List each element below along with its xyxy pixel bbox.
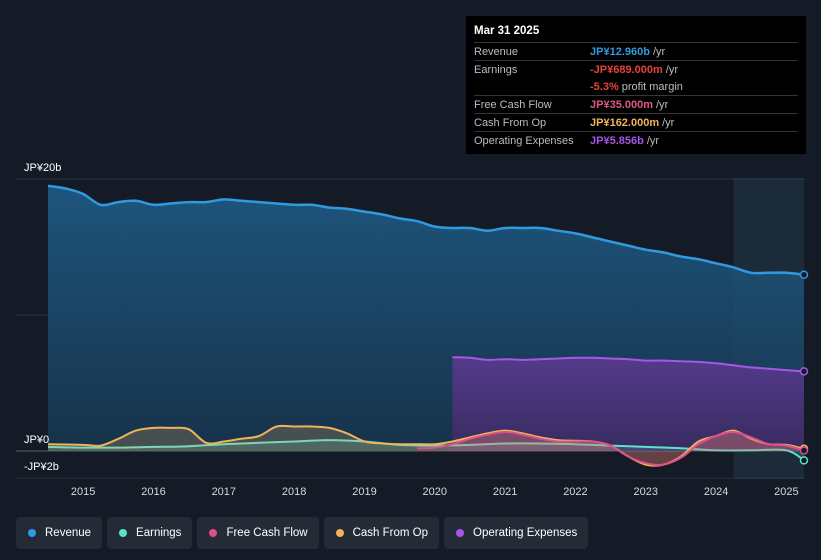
- legend-label: Cash From Op: [352, 527, 429, 539]
- tooltip-row: Operating Expenses JP¥5.856b/yr: [474, 131, 798, 149]
- legend: Revenue Earnings Free Cash Flow Cash From O…: [16, 517, 589, 549]
- tooltip-row-name: Revenue: [474, 45, 519, 58]
- tooltip-row-unit: /yr: [656, 98, 669, 111]
- tooltip-panel: Mar 31 2025 Revenue JP¥12.960b/yr Earnings…: [466, 16, 806, 154]
- x-tick-label: 2025: [774, 486, 798, 498]
- earnings-end-marker: [799, 456, 809, 465]
- tooltip-row-name: Free Cash Flow: [474, 98, 552, 111]
- x-tick-label: 2024: [704, 486, 728, 498]
- tooltip-row-unit: /yr: [662, 116, 675, 129]
- operating-expenses-line: [452, 356, 805, 373]
- legend-dot-icon: [209, 529, 218, 537]
- tooltip-date: Mar 31 2025: [474, 25, 540, 37]
- tooltip-row-value: JP¥12.960b: [590, 45, 650, 58]
- tooltip-row-value: -5.3%: [590, 80, 619, 93]
- y-axis-label-bottom: -JP¥2b: [24, 461, 59, 473]
- tooltip-row-unit: /yr: [646, 134, 660, 147]
- legend-item-free-cash-flow[interactable]: Free Cash Flow: [197, 517, 319, 549]
- y-axis-label-zero: JP¥0: [24, 434, 49, 446]
- x-tick-label: 2023: [634, 486, 658, 498]
- tooltip-row-value: JP¥162.000m: [590, 116, 660, 129]
- x-tick-label: 2022: [563, 486, 587, 498]
- legend-item-revenue[interactable]: Revenue: [16, 517, 103, 549]
- tooltip-row-name: Operating Expenses: [474, 134, 574, 147]
- legend-label: Operating Expenses: [473, 527, 578, 539]
- legend-dot-icon: [335, 529, 344, 537]
- tooltip-row-name: Earnings: [474, 63, 518, 76]
- cash-from-op-area: [48, 425, 804, 466]
- tooltip-row: Free Cash Flow JP¥35.000m/yr: [474, 95, 798, 113]
- tooltip-rows: Revenue JP¥12.960b/yr Earnings -JP¥689.000m…: [474, 42, 798, 149]
- tooltip-row: -5.3% profit margin: [474, 78, 798, 95]
- y-axis-label-top: JP¥20b: [24, 162, 61, 174]
- tooltip-row-value: JP¥5.856b: [590, 134, 644, 147]
- legend-item-earnings[interactable]: Earnings: [107, 517, 193, 549]
- x-tick-label: 2021: [493, 486, 517, 498]
- legend-label: Free Cash Flow: [226, 527, 308, 539]
- x-tick-label: 2018: [282, 486, 306, 498]
- legend-dot-icon: [456, 529, 465, 537]
- earnings-area: [48, 440, 804, 461]
- tooltip-row-unit: /yr: [665, 63, 679, 76]
- legend-item-cash-from-op[interactable]: Cash From Op: [323, 517, 440, 549]
- tooltip-row-value: JP¥35.000m: [590, 98, 653, 111]
- revenue-line: [47, 184, 805, 276]
- operating-expenses-end-marker: [799, 367, 809, 376]
- operating-expenses-area: [452, 357, 804, 451]
- cash-from-op-line: [47, 424, 805, 467]
- x-tick-label: 2015: [71, 486, 95, 498]
- legend-label: Earnings: [136, 527, 182, 539]
- legend-dot-icon: [119, 529, 128, 537]
- tooltip-row: Earnings -JP¥689.000m/yr: [474, 60, 798, 78]
- x-tick-label: 2020: [423, 486, 447, 498]
- tooltip-row-unit: profit margin: [621, 80, 683, 93]
- legend-item-operating-expenses[interactable]: Operating Expenses: [444, 517, 589, 549]
- x-tick-label: 2017: [212, 486, 236, 498]
- free-cash-flow-line: [417, 430, 805, 466]
- x-axis: 2015 2016 2017 2018 2019 2020 2021 2022 2023 2024…: [71, 486, 799, 498]
- tooltip-row-unit: /yr: [652, 45, 666, 58]
- tooltip-row: Revenue JP¥12.960b/yr: [474, 42, 798, 60]
- tooltip-row: Cash From Op JP¥162.000m/yr: [474, 113, 798, 131]
- revenue-end-marker: [799, 270, 809, 279]
- tooltip-row-value: -JP¥689.000m: [590, 63, 663, 76]
- x-tick-label: 2019: [352, 486, 376, 498]
- legend-label: Revenue: [45, 527, 92, 539]
- tooltip-row-name: Cash From Op: [474, 116, 547, 129]
- legend-dot-icon: [28, 529, 36, 537]
- free-cash-flow-end-marker: [799, 446, 809, 455]
- series-layer: [47, 184, 809, 467]
- x-tick-label: 2016: [141, 486, 165, 498]
